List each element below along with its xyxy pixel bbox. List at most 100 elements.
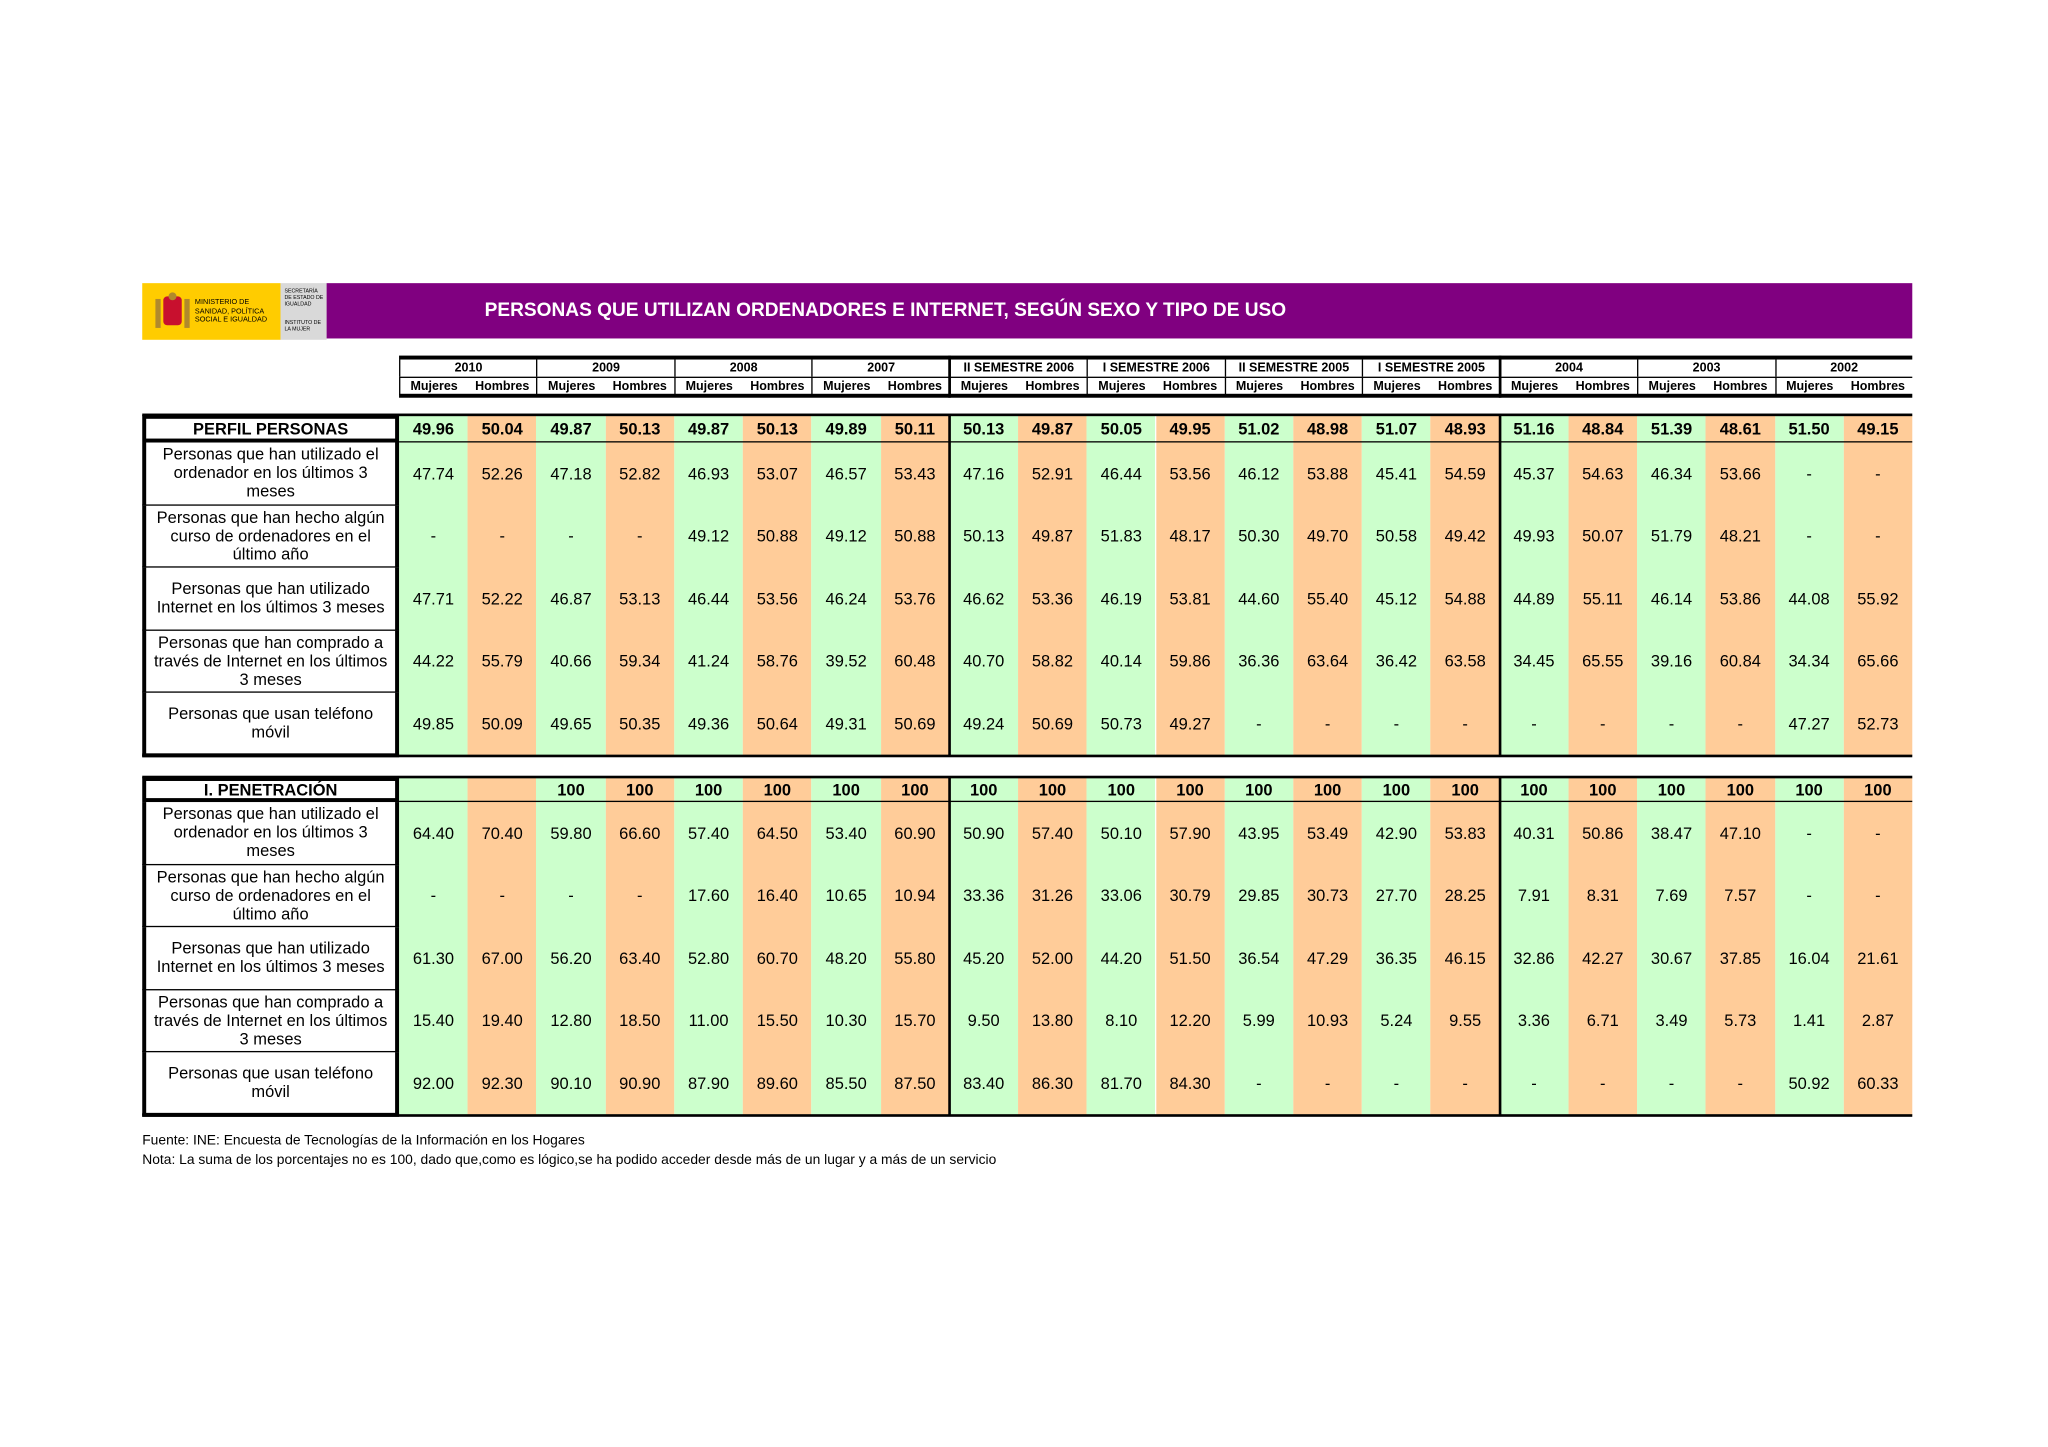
data-cell: 18.50 xyxy=(619,1011,661,1031)
data-cell: - xyxy=(1737,714,1744,734)
data-cell: 53.36 xyxy=(1031,589,1074,609)
data-cell: 50.10 xyxy=(1100,824,1142,843)
data-cell: 87.90 xyxy=(687,1074,730,1093)
data-cell: 46.14 xyxy=(1650,589,1693,609)
data-cell: 13.80 xyxy=(1031,1011,1074,1031)
group-separator xyxy=(1498,355,1501,398)
data-cell: 1.41 xyxy=(1793,1011,1826,1031)
header-value: 51.16 xyxy=(1513,419,1555,438)
data-cell: 83.40 xyxy=(963,1074,1005,1093)
data-cell: - xyxy=(1256,714,1262,734)
data-cell: 55.92 xyxy=(1857,589,1899,609)
data-cell: - xyxy=(1256,1074,1262,1093)
data-cell: 31.26 xyxy=(1031,886,1074,906)
data-cell: 2.87 xyxy=(1861,1011,1894,1031)
sex-label: Mujeres xyxy=(399,377,468,396)
sex-label: Mujeres xyxy=(811,377,881,396)
data-cell: 50.30 xyxy=(1238,527,1280,546)
data-cell: 63.40 xyxy=(619,949,661,968)
data-cell: 46.87 xyxy=(550,589,592,609)
data-cell: - xyxy=(1393,714,1400,734)
data-cell: 15.70 xyxy=(894,1011,936,1031)
data-cell: 38.47 xyxy=(1650,824,1693,843)
data-cell: - xyxy=(430,886,437,906)
data-cell: - xyxy=(1737,1074,1744,1093)
header-value: 50.05 xyxy=(1100,419,1142,438)
data-cell: 47.18 xyxy=(550,464,592,484)
data-cell: 7.69 xyxy=(1655,886,1688,906)
data-cell: 86.30 xyxy=(1031,1074,1074,1093)
data-cell: 64.50 xyxy=(756,824,798,843)
column-fill xyxy=(1637,414,1706,756)
header-value: 50.11 xyxy=(894,419,936,438)
data-cell: 40.70 xyxy=(963,652,1005,671)
sex-label: Hombres xyxy=(612,379,667,394)
header-value: 100 xyxy=(832,780,860,799)
column-fill xyxy=(399,414,468,756)
data-cell: 60.33 xyxy=(1857,1074,1899,1093)
data-cell: 52.82 xyxy=(619,464,661,484)
data-cell: - xyxy=(430,527,437,546)
data-cell: 8.10 xyxy=(1105,1011,1138,1031)
data-cell: 59.34 xyxy=(619,652,661,671)
column-fill xyxy=(467,777,537,1115)
data-cell: 44.22 xyxy=(412,652,455,671)
header-value: 100 xyxy=(1451,780,1479,799)
data-cell: 15.40 xyxy=(412,1011,455,1031)
data-cell: 10.93 xyxy=(1307,1011,1349,1031)
column-fill xyxy=(1430,777,1500,1115)
data-cell: 52.22 xyxy=(481,589,523,609)
data-cell: 84.30 xyxy=(1169,1074,1211,1093)
header-value: 49.87 xyxy=(550,419,592,438)
header-value: 100 xyxy=(969,780,998,799)
column-fill xyxy=(811,777,881,1115)
data-cell: 46.57 xyxy=(825,464,867,484)
column-fill xyxy=(1843,414,1913,756)
data-cell: 50.92 xyxy=(1788,1074,1830,1093)
data-cell: 46.34 xyxy=(1650,464,1693,484)
header-value: 48.98 xyxy=(1307,419,1349,438)
header-value: 48.61 xyxy=(1719,419,1761,438)
data-cell: - xyxy=(1875,527,1881,546)
sex-label: Hombres xyxy=(1162,379,1218,394)
data-cell: 36.35 xyxy=(1375,949,1417,968)
column-fill xyxy=(1430,414,1500,756)
data-cell: 50.58 xyxy=(1375,527,1417,546)
data-cell: - xyxy=(1599,1074,1606,1093)
data-cell: 54.88 xyxy=(1444,589,1486,609)
data-cell: 59.86 xyxy=(1169,652,1211,671)
institute-name: INSTITUTO DE LA MUJER xyxy=(284,318,321,332)
section-title: PERFIL PERSONAS xyxy=(142,414,400,443)
data-cell: 10.94 xyxy=(894,886,936,906)
data-cell: 37.85 xyxy=(1719,949,1761,968)
sex-label: Mujeres xyxy=(1499,377,1569,396)
data-cell: 56.20 xyxy=(550,949,592,968)
data-cell: 63.64 xyxy=(1307,652,1349,671)
column-fill xyxy=(536,414,606,756)
data-cell: - xyxy=(1875,464,1881,484)
column-fill xyxy=(811,414,881,756)
header-value: 100 xyxy=(1864,780,1892,799)
data-cell: 50.90 xyxy=(963,824,1005,843)
data-cell: 49.85 xyxy=(412,714,455,734)
data-cell: 52.26 xyxy=(481,464,523,484)
section-top-line xyxy=(142,775,1913,779)
section-label-bottom xyxy=(142,1112,400,1117)
data-cell: 57.90 xyxy=(1169,824,1211,843)
data-cell: - xyxy=(1599,714,1606,734)
ministry-name: MINISTERIO DE SANIDAD, POLÍTICA SOCIAL E… xyxy=(194,298,268,324)
group-separator xyxy=(947,777,951,1115)
data-cell: 5.99 xyxy=(1242,1011,1275,1031)
period-label: 2008 xyxy=(674,359,812,377)
column-fill xyxy=(1637,777,1706,1115)
data-cell: 40.66 xyxy=(550,652,592,671)
data-cell: 53.81 xyxy=(1169,589,1211,609)
row-label: Personas que han utilizado Internet en l… xyxy=(142,927,400,990)
column-fill xyxy=(605,414,675,756)
data-cell: 9.55 xyxy=(1449,1011,1482,1031)
column-fill xyxy=(1705,414,1775,756)
header-line xyxy=(399,441,1913,443)
column-fill xyxy=(1224,414,1294,756)
data-cell: 39.52 xyxy=(825,652,867,671)
data-cell: 50.88 xyxy=(894,527,936,546)
